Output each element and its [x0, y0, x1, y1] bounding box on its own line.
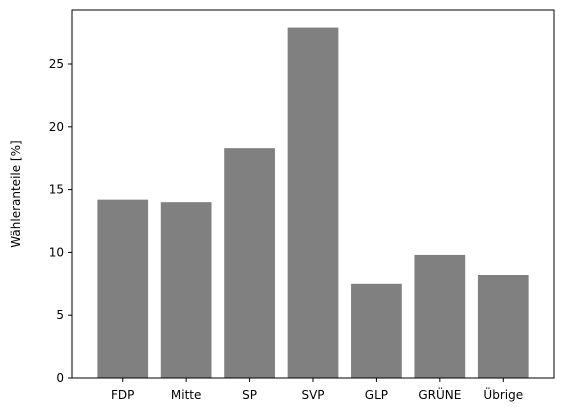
bar-0	[97, 199, 149, 378]
y-axis-label: Wähleranteile [%]	[9, 140, 23, 247]
x-tick-label: FDP	[111, 388, 134, 402]
y-tick-label: 15	[49, 183, 64, 197]
bar-2	[224, 148, 275, 378]
y-axis-ticks: 0 5 10 15 20 25	[49, 57, 72, 385]
x-tick-label: SVP	[301, 388, 324, 402]
x-tick-label: GRÜNE	[418, 386, 461, 402]
y-tick-label: 20	[49, 120, 64, 134]
bar-1	[160, 202, 212, 378]
x-tick-label: SP	[242, 388, 257, 402]
y-tick-label: 5	[56, 308, 64, 322]
bar-6	[477, 275, 529, 378]
x-tick-label: Übrige	[483, 386, 523, 402]
plot-frame	[71, 9, 555, 379]
y-tick-label: 0	[56, 371, 64, 385]
bar-3	[287, 27, 339, 378]
x-tick-label: Mitte	[171, 388, 201, 402]
x-tick-label: GLP	[365, 388, 388, 402]
bars-group	[97, 27, 529, 378]
y-tick-label: 10	[49, 245, 64, 259]
bar-5	[414, 254, 466, 378]
x-axis-ticks: FDP Mitte SP SVP GLP GRÜNE Übrige	[111, 378, 523, 402]
bar-4	[351, 283, 402, 378]
y-tick-label: 25	[49, 57, 64, 71]
